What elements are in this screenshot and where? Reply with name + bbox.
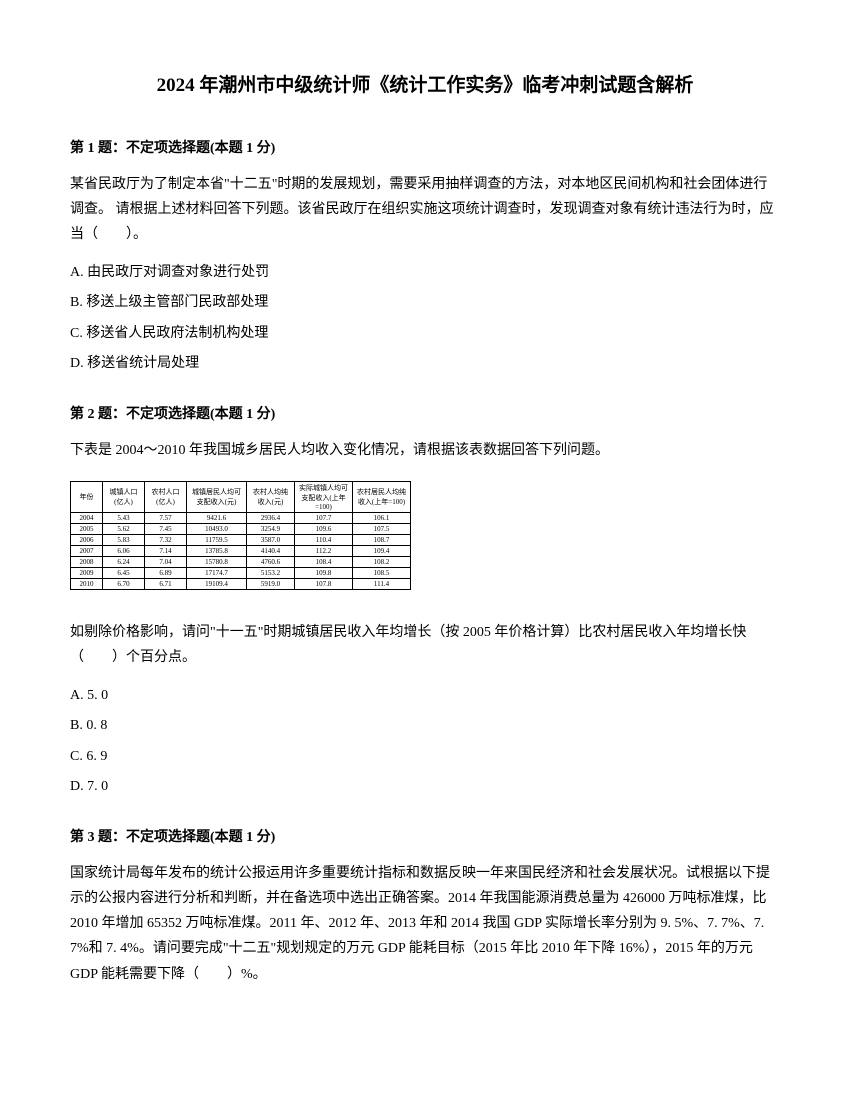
table-cell: 6.45 [103,568,145,579]
table-cell: 108.7 [353,535,411,546]
q3-header: 第 3 题：不定项选择题(本题 1 分) [70,826,780,846]
table-cell: 109.6 [295,524,353,535]
table-cell: 7.57 [145,513,187,524]
th-urban-pop: 城镇人口(亿人) [103,482,145,513]
table-cell: 108.4 [295,557,353,568]
table-cell: 107.7 [295,513,353,524]
table-cell: 3254.9 [247,524,295,535]
q1-header: 第 1 题：不定项选择题(本题 1 分) [70,137,780,157]
table-cell: 17174.7 [187,568,247,579]
q2-data-table: 年份 城镇人口(亿人) 农村人口(亿人) 城镇居民人均可支配收入(元) 农村人均… [70,481,411,590]
table-cell: 7.45 [145,524,187,535]
th-urban-index: 实际城镇人均可支配收入(上年=100) [295,482,353,513]
table-cell: 5919.0 [247,579,295,590]
table-cell: 107.8 [295,579,353,590]
table-cell: 5.83 [103,535,145,546]
table-cell: 7.04 [145,557,187,568]
q2-option-c: C. 6. 9 [70,744,780,771]
table-cell: 6.06 [103,546,145,557]
th-rural-income: 农村人均纯收入(元) [247,482,295,513]
q3-body: 国家统计局每年发布的统计公报运用许多重要统计指标和数据反映一年来国民经济和社会发… [70,861,780,987]
table-cell: 108.5 [353,568,411,579]
table-row: 20086.247.0415780.84760.6108.4108.2 [71,557,411,568]
table-cell: 109.4 [353,546,411,557]
table-row: 20106.706.7119109.45919.0107.8111.4 [71,579,411,590]
q1-option-a: A. 由民政厅对调查对象进行处罚 [70,260,780,287]
table-cell: 15780.8 [187,557,247,568]
table-cell: 2006 [71,535,103,546]
table-cell: 13785.8 [187,546,247,557]
q2-header: 第 2 题：不定项选择题(本题 1 分) [70,403,780,423]
table-cell: 5153.2 [247,568,295,579]
th-urban-income: 城镇居民人均可支配收入(元) [187,482,247,513]
q2-intro: 下表是 2004～2010 年我国城乡居民人均收入变化情况，请根据该表数据回答下… [70,438,780,463]
table-cell: 6.71 [145,579,187,590]
table-row: 20076.067.1413785.84140.4112.2109.4 [71,546,411,557]
table-cell: 112.2 [295,546,353,557]
table-cell: 2004 [71,513,103,524]
q1-body: 某省民政厅为了制定本省"十二五"时期的发展规划，需要采用抽样调查的方法，对本地区… [70,172,780,248]
q2-option-a: A. 5. 0 [70,683,780,710]
th-rural-pop: 农村人口(亿人) [145,482,187,513]
q2-option-d: D. 7. 0 [70,774,780,801]
table-cell: 110.4 [295,535,353,546]
table-header-row: 年份 城镇人口(亿人) 农村人口(亿人) 城镇居民人均可支配收入(元) 农村人均… [71,482,411,513]
table-cell: 7.32 [145,535,187,546]
table-cell: 6.89 [145,568,187,579]
document-title: 2024 年潮州市中级统计师《统计工作实务》临考冲刺试题含解析 [70,70,780,97]
table-row: 20045.437.579421.62936.4107.7106.1 [71,513,411,524]
table-cell: 4760.6 [247,557,295,568]
table-cell: 4140.4 [247,546,295,557]
table-row: 20096.456.8917174.75153.2109.8108.5 [71,568,411,579]
q1-option-b: B. 移送上级主管部门民政部处理 [70,290,780,317]
table-cell: 9421.6 [187,513,247,524]
table-cell: 7.14 [145,546,187,557]
table-row: 20065.837.3211759.53587.0110.4108.7 [71,535,411,546]
q2-table-container: 年份 城镇人口(亿人) 农村人口(亿人) 城镇居民人均可支配收入(元) 农村人均… [70,481,780,590]
th-year: 年份 [71,482,103,513]
table-cell: 2005 [71,524,103,535]
q2-option-b: B. 0. 8 [70,713,780,740]
table-cell: 2009 [71,568,103,579]
th-rural-index: 农村居民人均纯收入(上年=100) [353,482,411,513]
table-cell: 2936.4 [247,513,295,524]
table-cell: 5.43 [103,513,145,524]
q2-body: 如剔除价格影响，请问"十一五"时期城镇居民收入年均增长（按 2005 年价格计算… [70,620,780,670]
table-cell: 107.5 [353,524,411,535]
table-cell: 6.70 [103,579,145,590]
table-cell: 2007 [71,546,103,557]
q1-option-c: C. 移送省人民政府法制机构处理 [70,321,780,348]
table-cell: 106.1 [353,513,411,524]
table-cell: 108.2 [353,557,411,568]
table-cell: 3587.0 [247,535,295,546]
table-cell: 6.24 [103,557,145,568]
table-cell: 111.4 [353,579,411,590]
q1-option-d: D. 移送省统计局处理 [70,351,780,378]
table-cell: 5.62 [103,524,145,535]
table-cell: 2008 [71,557,103,568]
table-row: 20055.627.4510493.03254.9109.6107.5 [71,524,411,535]
table-cell: 11759.5 [187,535,247,546]
table-cell: 2010 [71,579,103,590]
table-cell: 19109.4 [187,579,247,590]
table-cell: 109.8 [295,568,353,579]
table-cell: 10493.0 [187,524,247,535]
